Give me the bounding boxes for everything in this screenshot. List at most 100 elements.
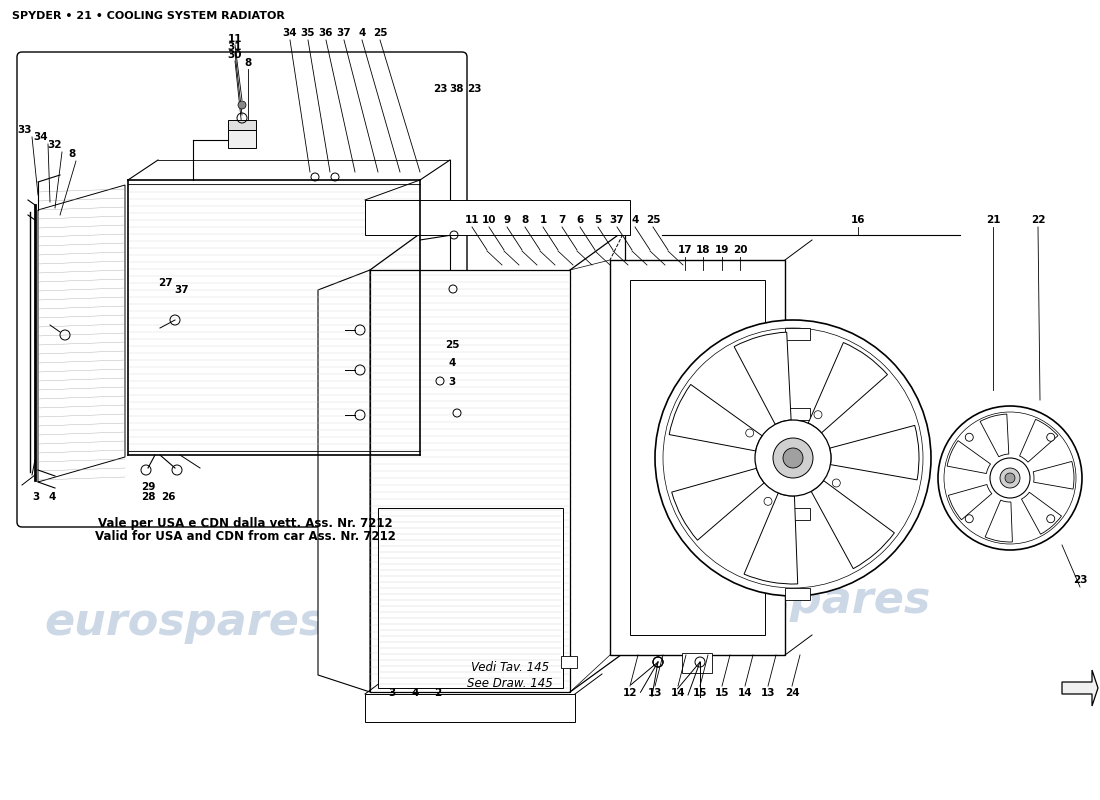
Circle shape xyxy=(755,420,830,496)
Text: 4: 4 xyxy=(48,492,56,502)
Text: 31: 31 xyxy=(228,42,242,52)
Text: 37: 37 xyxy=(609,215,625,225)
Circle shape xyxy=(1047,514,1055,522)
Text: 8: 8 xyxy=(521,215,529,225)
Text: 38: 38 xyxy=(450,84,464,94)
Text: Vedi Tav. 145: Vedi Tav. 145 xyxy=(471,661,549,674)
Text: 6: 6 xyxy=(576,215,584,225)
Bar xyxy=(365,694,575,722)
Text: 15: 15 xyxy=(715,688,729,698)
Circle shape xyxy=(1000,468,1020,488)
Text: 35: 35 xyxy=(300,28,316,38)
Circle shape xyxy=(1005,473,1015,483)
Circle shape xyxy=(990,458,1030,498)
Circle shape xyxy=(764,498,772,506)
Bar xyxy=(785,408,810,420)
Text: 24: 24 xyxy=(784,688,800,698)
Circle shape xyxy=(938,406,1082,550)
Text: 11: 11 xyxy=(228,34,242,44)
Text: 23: 23 xyxy=(466,84,482,94)
Wedge shape xyxy=(980,414,1009,457)
Text: 16: 16 xyxy=(850,215,866,225)
Wedge shape xyxy=(948,485,992,520)
Bar xyxy=(561,656,578,668)
Bar xyxy=(785,588,810,600)
Text: 13: 13 xyxy=(648,688,662,698)
Text: 25: 25 xyxy=(373,28,387,38)
Wedge shape xyxy=(1022,492,1062,534)
Wedge shape xyxy=(734,332,791,425)
Text: 21: 21 xyxy=(986,215,1000,225)
Text: 7: 7 xyxy=(559,215,565,225)
Text: 30: 30 xyxy=(228,50,242,60)
Text: 17: 17 xyxy=(678,245,692,255)
Bar xyxy=(682,653,712,673)
Wedge shape xyxy=(672,468,764,540)
Polygon shape xyxy=(1062,670,1098,706)
Polygon shape xyxy=(370,270,570,692)
Text: 4: 4 xyxy=(631,215,639,225)
Text: 14: 14 xyxy=(671,688,685,698)
Text: 25: 25 xyxy=(646,215,660,225)
Text: 8: 8 xyxy=(244,58,252,68)
Text: 14: 14 xyxy=(738,688,752,698)
Text: 11: 11 xyxy=(464,215,480,225)
Circle shape xyxy=(238,101,246,109)
Wedge shape xyxy=(669,385,762,451)
Circle shape xyxy=(833,479,840,487)
Polygon shape xyxy=(318,270,370,692)
Polygon shape xyxy=(39,185,125,482)
Wedge shape xyxy=(1020,419,1058,462)
Text: 4: 4 xyxy=(449,358,455,368)
Circle shape xyxy=(966,434,974,442)
Text: 20: 20 xyxy=(733,245,747,255)
Text: 37: 37 xyxy=(337,28,351,38)
Text: 33: 33 xyxy=(18,125,32,135)
Bar xyxy=(228,130,256,148)
Text: 4: 4 xyxy=(411,688,419,698)
Circle shape xyxy=(663,328,923,588)
Text: 37: 37 xyxy=(175,285,189,295)
Bar xyxy=(365,200,630,235)
Text: 34: 34 xyxy=(33,132,48,142)
Text: Valid for USA and CDN from car Ass. Nr. 7212: Valid for USA and CDN from car Ass. Nr. … xyxy=(95,530,395,543)
Text: 23: 23 xyxy=(1072,575,1087,585)
Text: 36: 36 xyxy=(319,28,333,38)
Text: 2: 2 xyxy=(434,688,441,698)
Wedge shape xyxy=(986,500,1012,542)
Bar xyxy=(378,508,563,688)
Circle shape xyxy=(1047,434,1055,442)
Text: 26: 26 xyxy=(161,492,175,502)
Text: 1: 1 xyxy=(539,215,547,225)
Circle shape xyxy=(783,448,803,468)
Text: 32: 32 xyxy=(47,140,62,150)
Bar xyxy=(610,260,785,655)
Text: 19: 19 xyxy=(715,245,729,255)
FancyBboxPatch shape xyxy=(16,52,468,527)
Text: 10: 10 xyxy=(482,215,496,225)
Text: 28: 28 xyxy=(141,492,155,502)
Text: 18: 18 xyxy=(695,245,711,255)
Text: 3: 3 xyxy=(449,377,455,387)
Wedge shape xyxy=(744,493,798,584)
Text: 15: 15 xyxy=(693,688,707,698)
Circle shape xyxy=(773,438,813,478)
Text: See Draw. 145: See Draw. 145 xyxy=(468,677,553,690)
Text: 13: 13 xyxy=(761,688,776,698)
Wedge shape xyxy=(811,481,894,569)
Text: 27: 27 xyxy=(157,278,173,288)
Text: 12: 12 xyxy=(623,688,637,698)
Circle shape xyxy=(746,429,754,437)
Bar xyxy=(785,508,810,520)
Text: 3: 3 xyxy=(388,688,396,698)
Wedge shape xyxy=(947,441,990,474)
Bar xyxy=(630,280,764,635)
Text: 3: 3 xyxy=(32,492,40,502)
Text: 4: 4 xyxy=(359,28,365,38)
Text: eurospares: eurospares xyxy=(649,578,931,622)
Text: 5: 5 xyxy=(594,215,602,225)
Text: 8: 8 xyxy=(68,149,76,159)
Text: 25: 25 xyxy=(444,340,460,350)
Circle shape xyxy=(814,410,822,418)
Wedge shape xyxy=(829,426,918,480)
